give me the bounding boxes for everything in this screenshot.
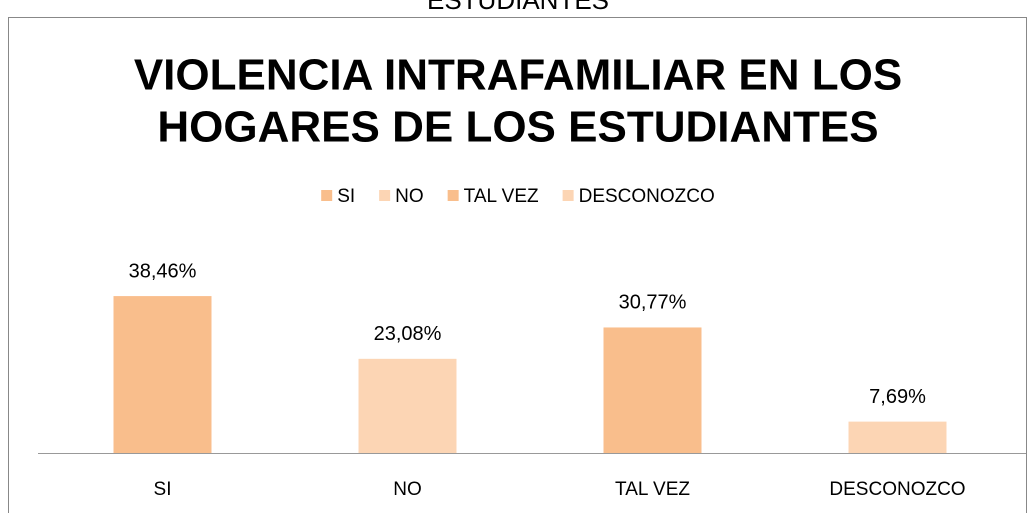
legend-label: SI xyxy=(337,186,355,207)
data-label: 7,69% xyxy=(869,386,926,408)
legend-label: TAL VEZ xyxy=(464,186,539,207)
legend-label: DESCONOZCO xyxy=(579,186,715,207)
x-tick-label: SI xyxy=(154,479,172,500)
x-tick-label: DESCONOZCO xyxy=(829,479,965,500)
data-label: 30,77% xyxy=(619,292,687,314)
legend-swatch xyxy=(321,190,333,201)
bar xyxy=(358,358,457,453)
x-tick-label: NO xyxy=(393,479,422,500)
x-tick-label: TAL VEZ xyxy=(615,479,690,500)
legend-label: NO xyxy=(395,186,424,207)
legend-swatch xyxy=(447,190,459,201)
data-label: 38,46% xyxy=(129,260,197,282)
bar xyxy=(848,421,947,453)
data-label: 23,08% xyxy=(374,323,442,345)
chart-title: VIOLENCIA INTRAFAMILIAR EN LOS xyxy=(134,51,902,100)
legend-swatch xyxy=(562,190,574,201)
bar xyxy=(603,327,702,453)
chart-title: HOGARES DE LOS ESTUDIANTES xyxy=(157,103,878,152)
bar xyxy=(113,296,212,453)
background-title: ESTUDIANTES xyxy=(427,0,609,15)
legend-swatch xyxy=(379,190,391,201)
